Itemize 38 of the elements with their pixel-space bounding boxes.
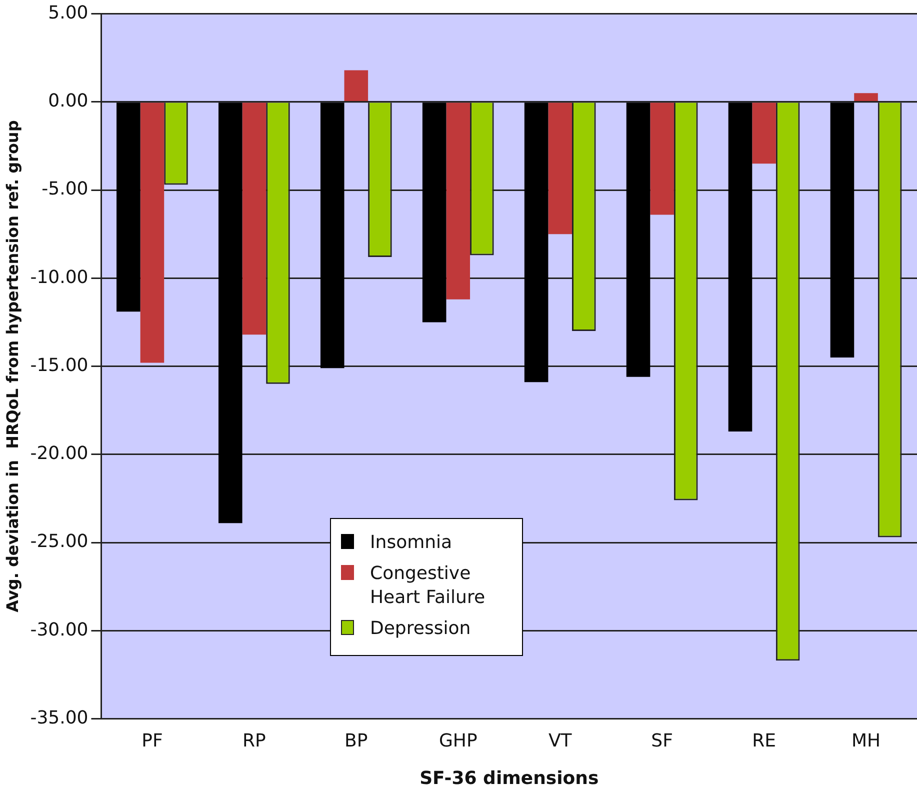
x-tick-label: BP: [344, 730, 368, 752]
bar: [320, 102, 344, 368]
y-tick-label: 5.00: [48, 2, 88, 24]
x-tick-label: MH: [851, 730, 881, 752]
legend-label: Depression: [370, 617, 471, 641]
bar: [116, 102, 140, 312]
bar: [218, 102, 242, 524]
bar: [752, 102, 776, 164]
bar: [626, 102, 650, 377]
y-tick-label: 0.00: [48, 90, 88, 112]
bar: [728, 102, 752, 432]
y-tick-label: -35.00: [30, 707, 88, 728]
y-tick-label: -15.00: [30, 354, 88, 376]
legend-label: Insomnia: [370, 531, 452, 554]
bar: [830, 102, 854, 358]
y-tick-label: -30.00: [30, 619, 88, 640]
bar: [524, 102, 548, 382]
bar: [854, 93, 878, 102]
y-tick-label: -5.00: [42, 178, 88, 200]
bar: [422, 102, 446, 322]
bar: [344, 70, 368, 102]
x-tick-label: RP: [242, 730, 266, 752]
y-tick-label: -25.00: [30, 531, 88, 552]
x-tick-label: SF: [651, 730, 673, 752]
x-tick-label: RE: [752, 730, 776, 752]
legend-label: Congestive Heart Failure: [370, 562, 486, 610]
y-tick-label: -20.00: [30, 443, 88, 464]
bar: [446, 102, 470, 300]
y-axis-title: Avg. deviation in HRQoL from hypertension ref. group: [2, 120, 22, 612]
bar: [650, 102, 674, 215]
bar: [140, 102, 164, 363]
x-axis-title: SF-36 dimensions: [420, 768, 599, 789]
bar: [548, 102, 572, 234]
y-tick-label: -10.00: [30, 266, 88, 288]
x-tick-label: PF: [142, 730, 163, 752]
x-tick-label: GHP: [438, 730, 478, 752]
x-tick-label: VT: [548, 730, 573, 752]
bar: [242, 102, 266, 335]
